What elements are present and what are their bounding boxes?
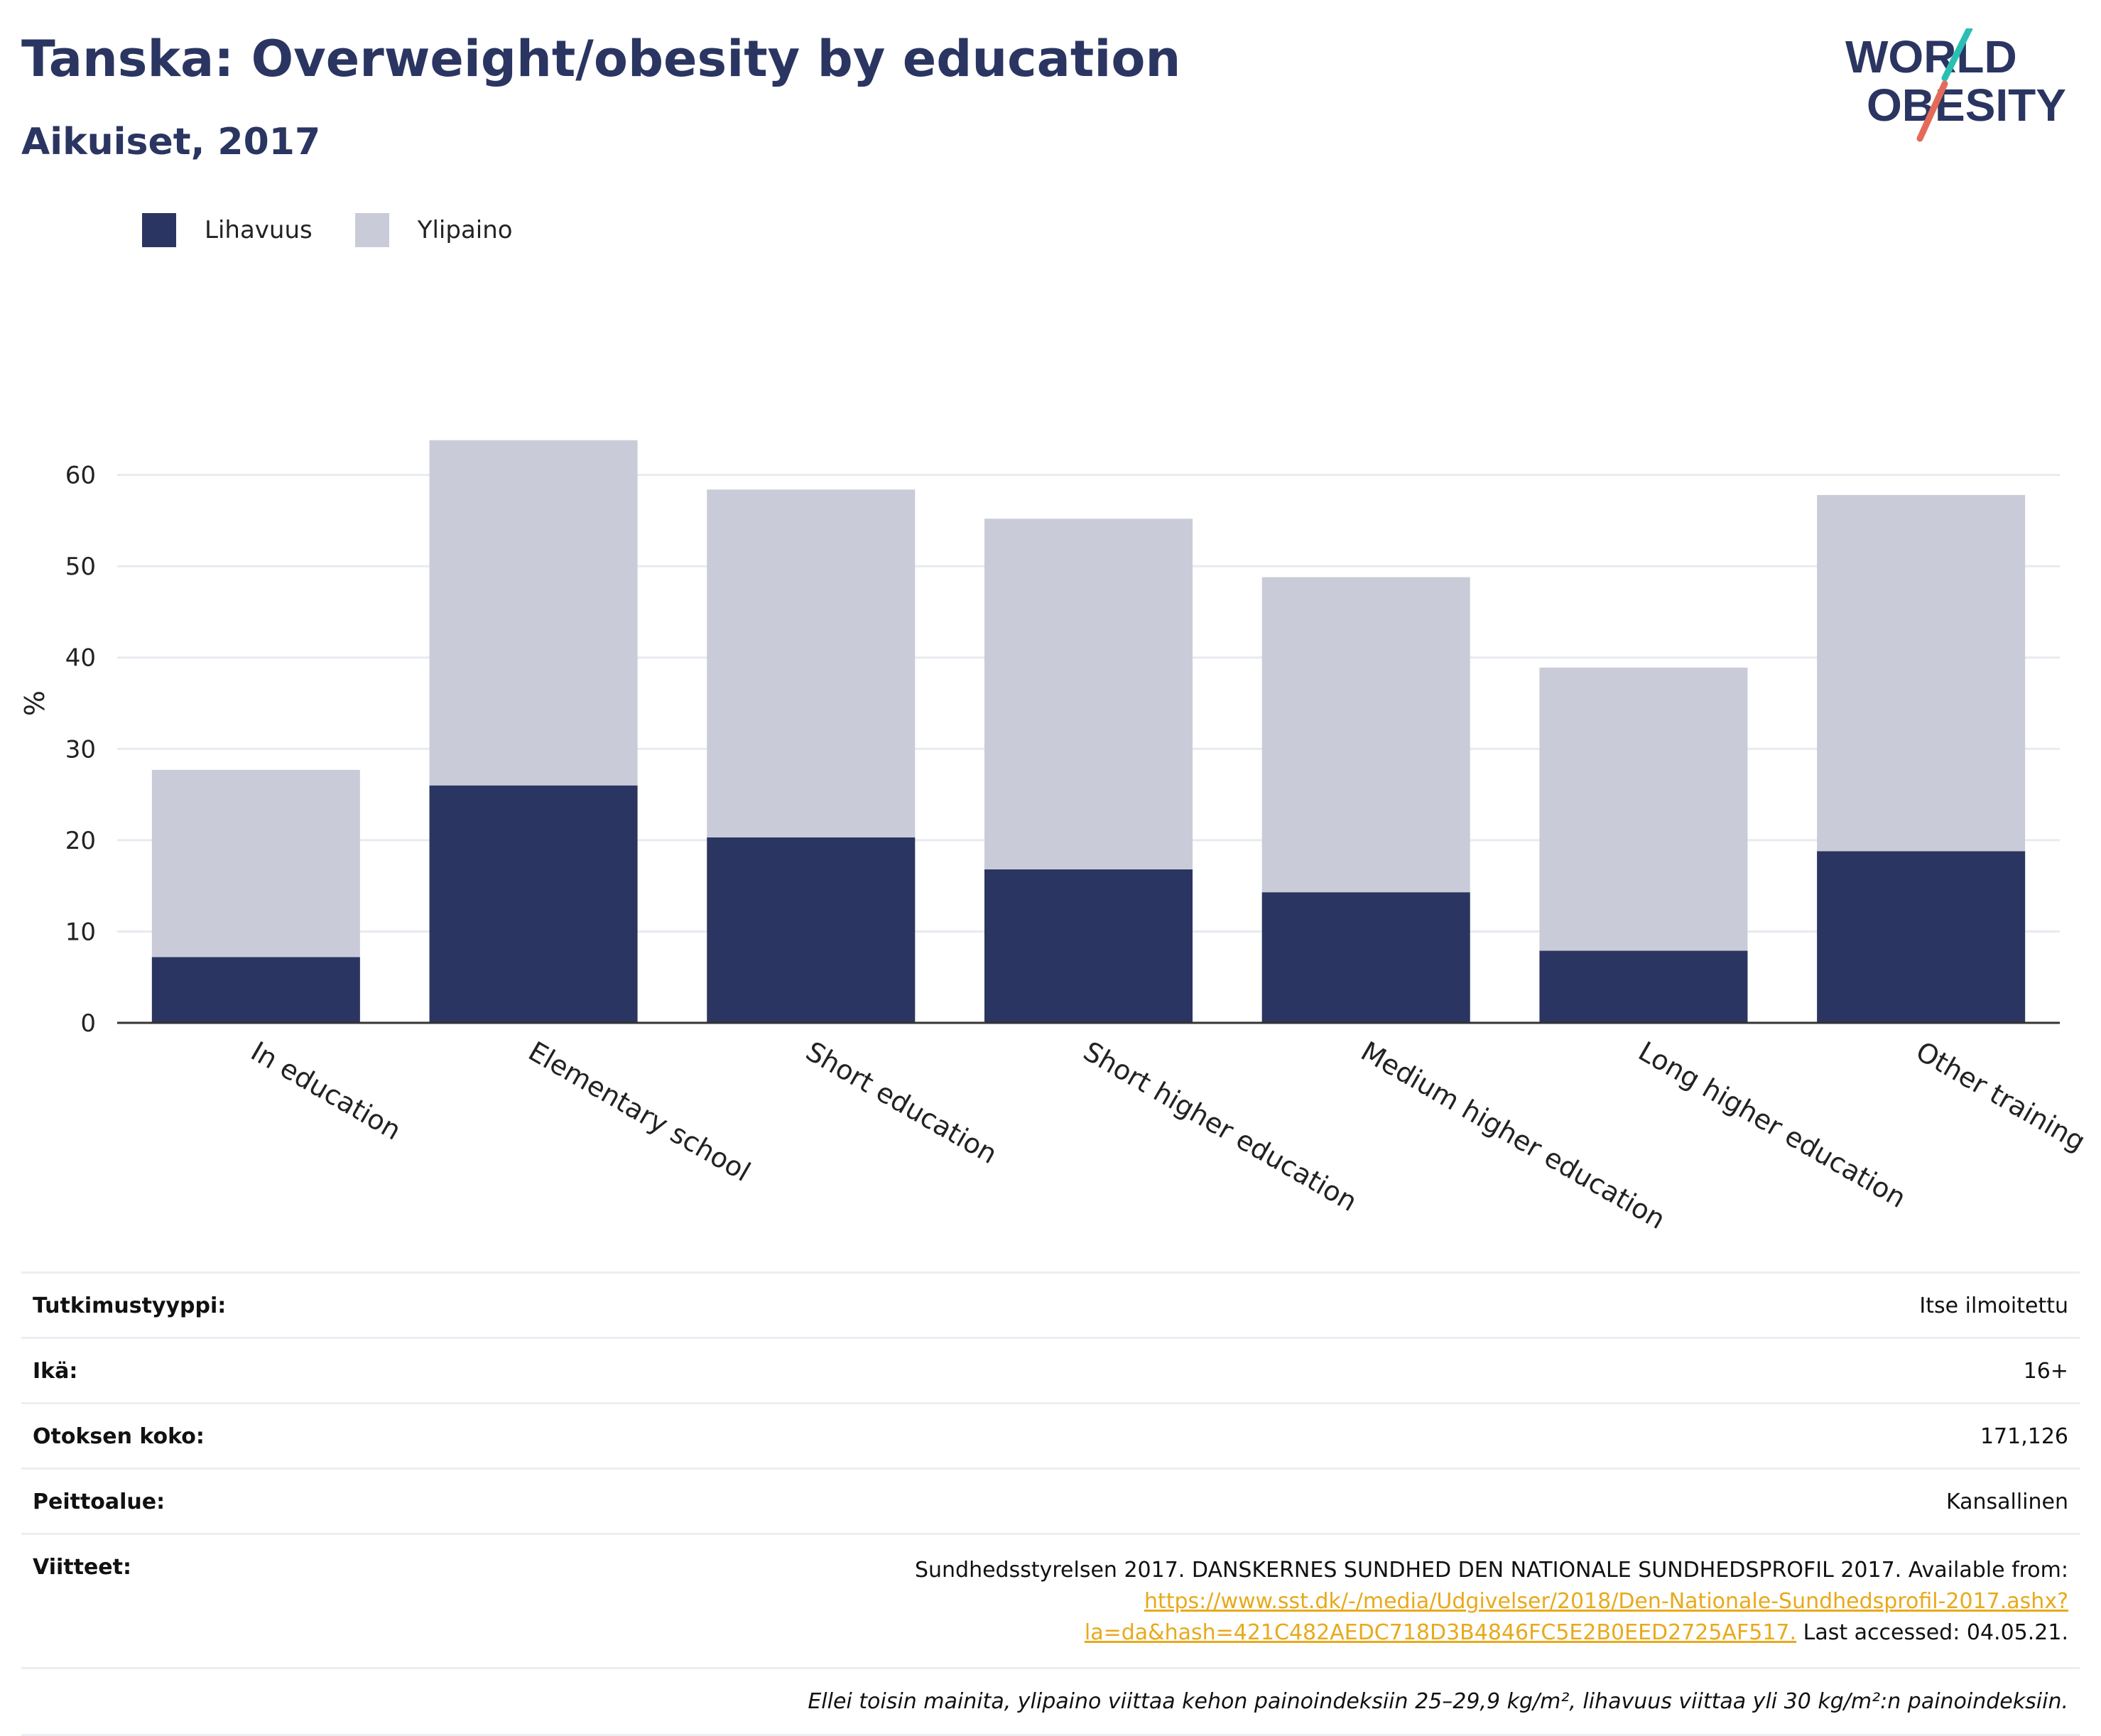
meta-label: Peittoalue: [33, 1490, 165, 1514]
legend-item-lihavuus: Lihavuus [142, 213, 313, 247]
legend-swatch [142, 213, 176, 247]
bar-lihavuus [707, 837, 916, 1023]
reference-citation: Sundhedsstyrelsen 2017. DANSKERNES SUNDH… [914, 1558, 2068, 1583]
y-tick-label: 20 [65, 827, 96, 855]
bar-lihavuus [1261, 892, 1470, 1023]
y-axis-label: % [19, 690, 50, 716]
world-obesity-logo: WORLD OBESITY [1845, 28, 2066, 142]
x-tick-label: Short education [800, 1036, 1002, 1170]
meta-value: Itse ilmoitettu [1919, 1293, 2068, 1318]
y-tick-label: 40 [65, 644, 96, 673]
metadata-table: Tutkimustyyppi: Itse ilmoitettu Ikä: 16+… [21, 1271, 2080, 1736]
logo-line2: OBESITY [1867, 80, 2066, 131]
x-tick-label: In education [246, 1036, 406, 1146]
reference-accessed: Last accessed: 04.05.21. [1796, 1620, 2068, 1645]
meta-row-references: Viitteet: Sundhedsstyrelsen 2017. DANSKE… [21, 1533, 2080, 1667]
meta-label: Otoksen koko: [33, 1424, 205, 1449]
x-tick-label: Elementary school [523, 1036, 756, 1188]
bar-lihavuus [1539, 950, 1748, 1023]
bar-ylipaino [1539, 667, 1748, 951]
meta-label: Viitteet: [33, 1555, 131, 1580]
bar-ylipaino [707, 489, 916, 837]
reference-link[interactable]: https://www.sst.dk/-/media/Udgivelser/20… [1084, 1589, 2068, 1645]
bar-lihavuus [151, 957, 360, 1023]
meta-row-age: Ikä: 16+ [21, 1337, 2080, 1402]
meta-row-study-type: Tutkimustyyppi: Itse ilmoitettu [21, 1271, 2080, 1337]
bar-lihavuus [1817, 851, 2026, 1023]
bar-ylipaino [151, 769, 360, 957]
y-tick-label: 10 [65, 918, 96, 946]
bar-lihavuus [984, 869, 1193, 1023]
legend-item-ylipaino: Ylipaino [354, 213, 513, 247]
reference-text: Sundhedsstyrelsen 2017. DANSKERNES SUNDH… [435, 1555, 2068, 1649]
x-tick-label: Other training [1911, 1036, 2090, 1158]
y-tick-label: 30 [65, 735, 96, 764]
meta-label: Ikä: [33, 1359, 78, 1384]
bar-ylipaino [1817, 494, 2026, 852]
definition-note: Ellei toisin mainita, ylipaino viittaa k… [21, 1667, 2080, 1736]
meta-value: 16+ [2023, 1359, 2068, 1384]
chart-subtitle: Aikuiset, 2017 [21, 121, 321, 163]
bar-chart: 0 10 20 30 40 50 60% In education Elementary sch… [19, 440, 2091, 1235]
meta-label: Tutkimustyyppi: [33, 1293, 227, 1318]
meta-row-sample-size: Otoksen koko: 171,126 [21, 1402, 2080, 1468]
x-tick-label: Long higher education [1633, 1036, 1911, 1214]
bar-ylipaino [984, 519, 1193, 869]
y-tick-label: 60 [65, 462, 96, 490]
legend-swatch [354, 213, 389, 247]
chart-title: Tanska: Overweight/obesity by education [21, 30, 1181, 88]
meta-value: Kansallinen [1945, 1490, 2068, 1514]
meta-value: 171,126 [1980, 1424, 2068, 1449]
legend-label: Lihavuus [205, 216, 313, 244]
chart-legend: Lihavuus Ylipaino [142, 212, 555, 249]
y-tick-label: 50 [65, 553, 96, 581]
bar-ylipaino [1261, 577, 1470, 893]
y-tick-label: 0 [80, 1009, 96, 1038]
x-tick-label: Short higher education [1078, 1036, 1362, 1217]
bar-lihavuus [429, 785, 638, 1023]
meta-row-coverage: Peittoalue: Kansallinen [21, 1468, 2080, 1533]
bar-ylipaino [429, 440, 638, 786]
x-tick-label: Medium higher education [1356, 1036, 1671, 1235]
legend-label: Ylipaino [417, 216, 513, 244]
logo-line1: WORLD [1845, 31, 2017, 82]
